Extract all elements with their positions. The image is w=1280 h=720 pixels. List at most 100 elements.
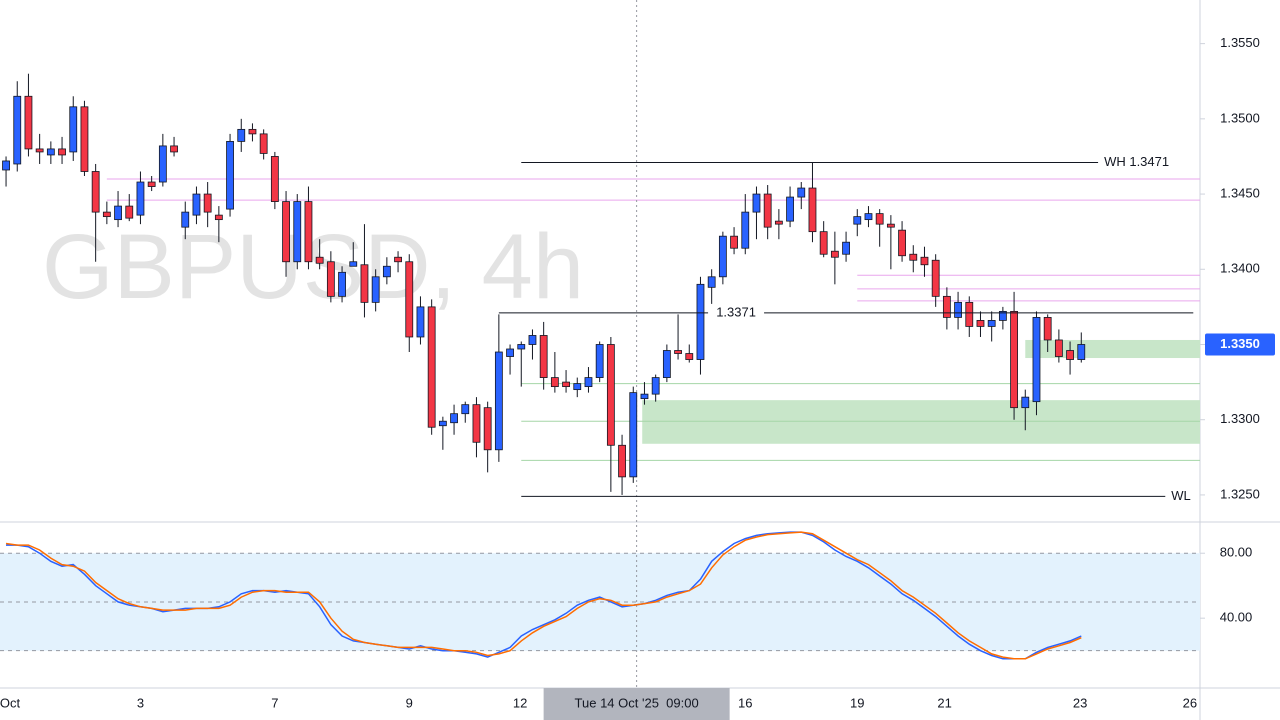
x-tick-label: 3 [137,695,144,710]
candle-body [763,193,772,228]
candle-body [1032,317,1041,403]
candle-body [158,145,167,183]
candle-body [819,231,828,255]
candle-body [147,181,156,187]
candle-body [898,229,906,257]
candle-body [326,261,335,297]
candle-body [483,407,492,451]
candle-body [181,211,190,228]
key-level-label: 1.3371 [716,304,756,319]
candle-body [1066,350,1074,360]
candle-body [24,95,33,150]
candle-body [517,344,526,350]
candle-body [494,351,503,451]
candle-body [360,264,369,303]
candle-body [853,216,862,225]
candle-body [606,344,615,446]
x-tick-label: 26 [1183,695,1197,710]
candle-body [315,256,324,264]
candle-body [618,444,626,478]
candle-body [1021,396,1030,409]
y-tick-label: 1.3300 [1220,411,1260,426]
candle-body [450,413,458,424]
watermark: GBPUSD, 4h [42,216,584,318]
y-tick-label: 1.3400 [1220,261,1260,276]
zone [642,400,1200,444]
candle-body [640,393,649,400]
candle-body [282,201,290,263]
candle-body [562,381,570,388]
candle-body [13,95,22,165]
candle-body [752,193,761,213]
x-tick-label: 21 [937,695,951,710]
candle-body [528,335,537,345]
candle-body [976,320,985,327]
candle-body [786,196,794,222]
candle-body [707,276,716,288]
candle-body [864,213,873,221]
candle-body [170,145,178,153]
candle-body [405,261,414,338]
y-tick-label: 1.3250 [1220,486,1260,501]
x-tick-label: 12 [513,695,527,710]
candle-body [125,205,134,219]
candle-body [259,133,268,154]
candle-body [1077,344,1086,360]
key-level-label: WL [1171,488,1191,503]
zone [1025,339,1200,359]
candle-body [80,106,89,172]
key-level-label: WH 1.3471 [1104,154,1169,169]
candle-body [270,156,279,202]
candle-body [46,148,55,156]
crosshair-badge [543,688,730,720]
candle-body [685,353,694,360]
candle-body [584,377,593,388]
candle-body [797,187,806,198]
candle-body [595,344,604,378]
candle-body [427,306,436,428]
candle-body [35,148,44,153]
y-tick-label: 40.00 [1220,610,1253,625]
candle-body [696,283,705,360]
candle-body [920,256,929,266]
candle-body [438,420,447,427]
candle-body [1054,339,1063,357]
candle-body [730,235,738,249]
candle-body [114,205,122,221]
candle-body [248,128,257,135]
candle-body [237,128,246,142]
last-price-label: 1.3350 [1220,336,1260,351]
last-price-badge [1205,333,1275,356]
x-tick-label: 9 [406,695,413,710]
x-tick-label: Oct [0,695,20,710]
crosshair-label: Tue 14 Oct '25 09:00 [575,695,699,710]
x-tick-label: 7 [271,695,278,710]
candle-body [472,404,481,443]
candle-body [371,276,380,303]
candle-body [998,310,1007,321]
candle-body [226,141,234,210]
candle-body [203,193,212,213]
candle-body [2,160,10,171]
candle-body [550,377,559,388]
candle-body [842,241,850,255]
candle-body [741,211,750,249]
candle-body [1043,317,1052,341]
candle-body [774,220,783,225]
candle-body [91,171,100,213]
candle-body [886,223,895,228]
candle-body [539,335,548,378]
candle-body [102,211,111,218]
candle-body [718,235,727,278]
candle-body [58,148,66,156]
candle-body [394,256,402,263]
indicator-line [5,531,1082,660]
candle-body [931,259,940,297]
x-tick-label: 19 [850,695,864,710]
key-level-label-bg [708,303,765,322]
y-tick-label: 1.3550 [1220,35,1260,50]
y-tick-label: 1.3500 [1220,110,1260,125]
candle-body [214,214,223,221]
candle-body [987,320,996,327]
